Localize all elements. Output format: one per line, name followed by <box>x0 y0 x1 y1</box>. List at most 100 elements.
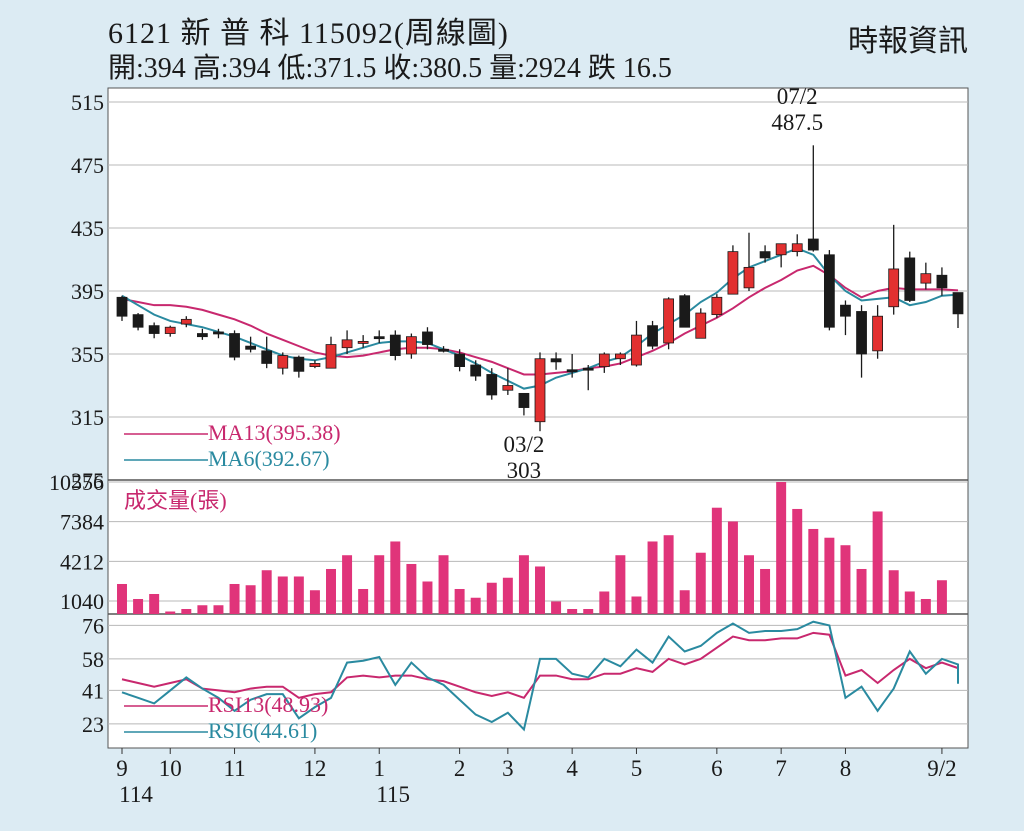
chart-title: 6121 新 普 科 115092(周線圖) <box>108 17 509 50</box>
candle-body <box>791 243 803 253</box>
volume-bar <box>904 591 915 614</box>
volume-bar <box>117 583 127 614</box>
candle-body <box>904 257 916 301</box>
high-value-label: 487.5 <box>771 110 823 135</box>
x-tick-label: 8 <box>840 756 852 781</box>
volume-bar <box>744 555 754 614</box>
volume-bar <box>213 605 224 614</box>
candle-body <box>438 348 449 352</box>
volume-label: 成交量(張) <box>124 488 227 513</box>
volume-bar <box>551 601 562 614</box>
candle-body <box>486 374 498 396</box>
candle-body <box>936 274 948 289</box>
volume-bar <box>358 588 369 614</box>
candle-body <box>775 243 787 256</box>
rsi-tick-label: 58 <box>82 647 104 672</box>
candle-body <box>582 367 594 371</box>
volume-bar <box>374 555 385 614</box>
x-tick-label: 1 <box>373 756 385 781</box>
candle-body <box>422 331 433 345</box>
candle-body <box>325 344 337 369</box>
price-tick-label: 515 <box>71 90 104 115</box>
x-tick-label: 9/2 <box>927 756 956 781</box>
volume-bar <box>824 537 835 614</box>
volume-tick-label: 7384 <box>60 510 104 535</box>
candle-body <box>148 325 160 334</box>
volume-bar <box>776 482 787 614</box>
volume-bar <box>518 555 529 614</box>
candle-body <box>615 353 626 360</box>
x-tick-label: 12 <box>303 756 326 781</box>
candle-body <box>663 298 674 344</box>
rsi-legend-label: RSI6(44.61) <box>208 718 317 743</box>
volume-bar <box>695 552 706 614</box>
volume-bars: 成交量(張) <box>117 482 947 614</box>
price-tick-label: 475 <box>71 153 104 178</box>
high-date-label: 07/2 <box>777 84 818 109</box>
volume-bar <box>631 596 642 614</box>
candle-body <box>856 311 867 355</box>
low-date-label: 03/2 <box>503 432 544 457</box>
rsi-legend-label: RSI13(48.93) <box>208 692 328 717</box>
volume-bar <box>856 568 867 614</box>
x-tick-label: 6 <box>711 756 723 781</box>
candle-body <box>180 318 192 325</box>
rsi-tick-label: 41 <box>82 678 104 703</box>
volume-bar <box>165 611 176 614</box>
volume-bar <box>502 577 513 614</box>
ma-legend-label: MA13(395.38) <box>208 420 341 445</box>
ma-legend-label: MA6(392.67) <box>208 446 330 471</box>
x-tick-label: 11 <box>223 756 245 781</box>
price-tick-label: 315 <box>71 405 104 430</box>
plot-background <box>107 87 969 749</box>
candle-body <box>454 353 465 368</box>
volume-bar <box>760 568 771 614</box>
candle-body <box>518 392 530 408</box>
volume-bar <box>535 566 545 614</box>
volume-bar <box>277 576 288 614</box>
volume-bar <box>808 528 819 614</box>
x-tick-label: 4 <box>566 756 578 781</box>
volume-bar <box>840 545 851 614</box>
candle-body <box>277 355 289 369</box>
price-tick-label: 275 <box>71 468 104 493</box>
volume-tick-label: 10556 <box>49 470 104 495</box>
candle-body <box>598 353 610 368</box>
volume-bar <box>679 590 690 614</box>
volume-bar <box>663 535 674 614</box>
volume-bar <box>615 555 626 614</box>
candle-body <box>743 266 755 289</box>
candle-body <box>727 251 739 295</box>
candle-body <box>534 358 546 423</box>
price-tick-label: 435 <box>71 216 104 241</box>
x-tick-label: 9 <box>116 756 128 781</box>
candle-body <box>759 251 771 259</box>
low-value-label: 303 <box>507 458 542 483</box>
volume-bar <box>181 608 192 614</box>
chart-panels <box>107 87 969 749</box>
volume-bar <box>261 570 272 614</box>
candle-body <box>245 345 256 350</box>
x-year-label: 114 <box>119 782 153 807</box>
volume-bar <box>229 583 240 614</box>
candle-body <box>888 268 900 308</box>
rsi-lines <box>121 620 959 732</box>
volume-bar <box>727 521 738 614</box>
volume-bar <box>486 582 497 614</box>
volume-bar <box>438 555 449 614</box>
price-tick-label: 355 <box>71 342 104 367</box>
legends: MA13(395.38)MA6(392.67) RSI13(48.93)RSI6(… <box>124 420 341 743</box>
volume-bar <box>133 598 144 614</box>
volume-bar <box>326 568 336 614</box>
candle-body <box>406 336 417 355</box>
volume-bar <box>293 576 304 614</box>
volume-bar <box>406 563 417 614</box>
volume-bar <box>711 507 722 614</box>
x-tick-label: 3 <box>502 756 514 781</box>
volume-bar <box>920 598 931 614</box>
volume-bar <box>792 508 803 614</box>
axis-labels: 5154754353953553152751055673844212104076… <box>49 90 957 807</box>
candle-body <box>341 339 353 349</box>
